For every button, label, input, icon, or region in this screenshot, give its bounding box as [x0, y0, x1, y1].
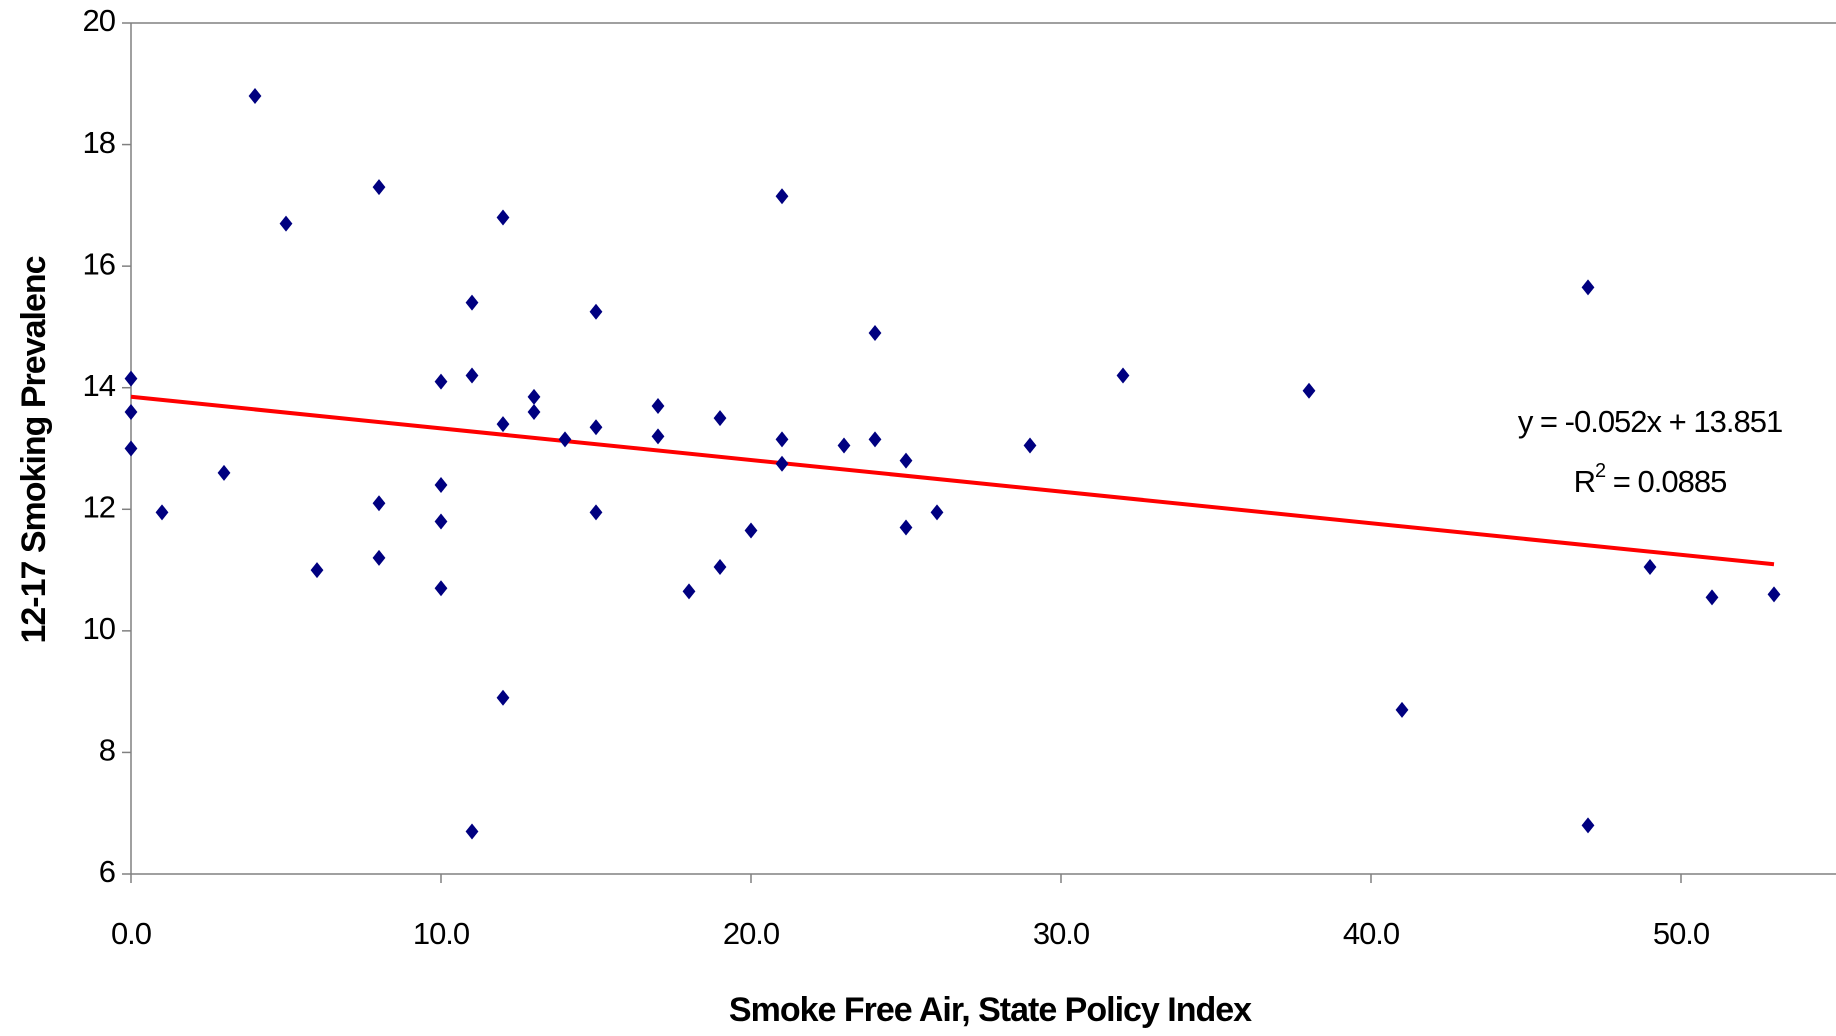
data-point — [868, 325, 882, 342]
data-point — [1023, 437, 1037, 454]
data-point — [775, 431, 789, 448]
data-point — [155, 504, 169, 521]
data-point — [527, 388, 541, 405]
data-point — [713, 410, 727, 427]
y-axis-title: 12-17 Smoking Prevalenc — [15, 256, 53, 643]
data-point — [651, 428, 665, 445]
x-tick-label: 0.0 — [111, 916, 152, 951]
data-point — [279, 215, 293, 232]
data-point — [124, 404, 138, 421]
data-point — [713, 559, 727, 576]
r-squared: R2 = 0.0885 — [1574, 460, 1727, 499]
data-point — [744, 522, 758, 539]
data-point — [1581, 817, 1595, 834]
data-point — [248, 87, 262, 104]
data-point — [124, 440, 138, 457]
data-point — [775, 188, 789, 205]
data-point — [1302, 382, 1316, 399]
data-point — [496, 209, 510, 226]
trendline — [130, 394, 1775, 567]
data-point — [496, 416, 510, 433]
y-tick-label: 18 — [83, 125, 115, 160]
data-point — [527, 404, 541, 421]
y-tick-label: 20 — [83, 3, 116, 38]
r-squared-sup: 2 — [1595, 460, 1606, 482]
data-point — [1643, 559, 1657, 576]
data-point — [434, 373, 448, 390]
data-point — [496, 689, 510, 706]
x-tick-label: 30.0 — [1033, 916, 1090, 951]
data-point — [1116, 367, 1130, 384]
x-tick-label: 20.0 — [723, 916, 780, 951]
r-squared-value: = 0.0885 — [1605, 464, 1726, 499]
trend-equation: y = -0.052x + 13.851 — [1518, 404, 1782, 439]
x-tick-label: 50.0 — [1653, 916, 1710, 951]
data-point — [372, 495, 386, 512]
data-point — [868, 431, 882, 448]
y-tick-label: 8 — [99, 733, 115, 768]
data-point — [558, 431, 572, 448]
data-point — [434, 513, 448, 530]
data-point — [217, 464, 231, 481]
y-tick-label: 14 — [83, 368, 116, 403]
data-point — [372, 179, 386, 196]
data-point — [930, 504, 944, 521]
data-point — [465, 294, 479, 311]
data-point — [372, 549, 386, 566]
data-point — [465, 367, 479, 384]
data-point — [434, 476, 448, 493]
data-point — [589, 504, 603, 521]
data-point — [124, 370, 138, 387]
data-point — [589, 303, 603, 320]
data-point — [837, 437, 851, 454]
x-tick-label: 10.0 — [413, 916, 470, 951]
y-tick-label: 12 — [83, 489, 115, 524]
data-point — [899, 452, 913, 469]
data-point — [775, 455, 789, 472]
data-point — [1705, 589, 1719, 606]
data-point — [434, 580, 448, 597]
data-point — [899, 519, 913, 536]
r-squared-base: R — [1574, 464, 1595, 499]
data-point — [310, 562, 324, 579]
data-point — [682, 583, 696, 600]
y-tick-label: 16 — [83, 246, 115, 281]
y-tick-label: 10 — [83, 611, 116, 646]
data-point — [651, 397, 665, 414]
data-point — [1581, 279, 1595, 296]
data-point — [465, 823, 479, 840]
data-point — [589, 419, 603, 436]
data-point — [1767, 586, 1781, 603]
y-tick-label: 6 — [99, 854, 115, 889]
x-tick-label: 40.0 — [1343, 916, 1400, 951]
x-axis-title: Smoke Free Air, State Policy Index — [729, 991, 1252, 1029]
data-point — [1395, 701, 1409, 718]
